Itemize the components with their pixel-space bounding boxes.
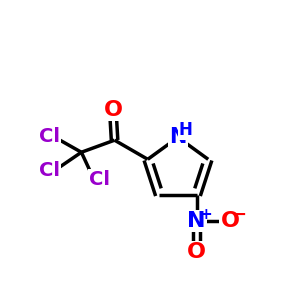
Text: H: H	[178, 121, 192, 139]
Text: −: −	[231, 206, 246, 224]
Text: Cl: Cl	[39, 127, 60, 146]
Text: Cl: Cl	[39, 161, 60, 180]
Text: N: N	[169, 127, 187, 147]
Text: O: O	[103, 100, 123, 120]
Text: Cl: Cl	[88, 170, 110, 189]
Text: N: N	[188, 212, 206, 231]
Text: +: +	[200, 207, 212, 222]
Text: O: O	[220, 212, 239, 231]
Text: O: O	[187, 242, 206, 262]
